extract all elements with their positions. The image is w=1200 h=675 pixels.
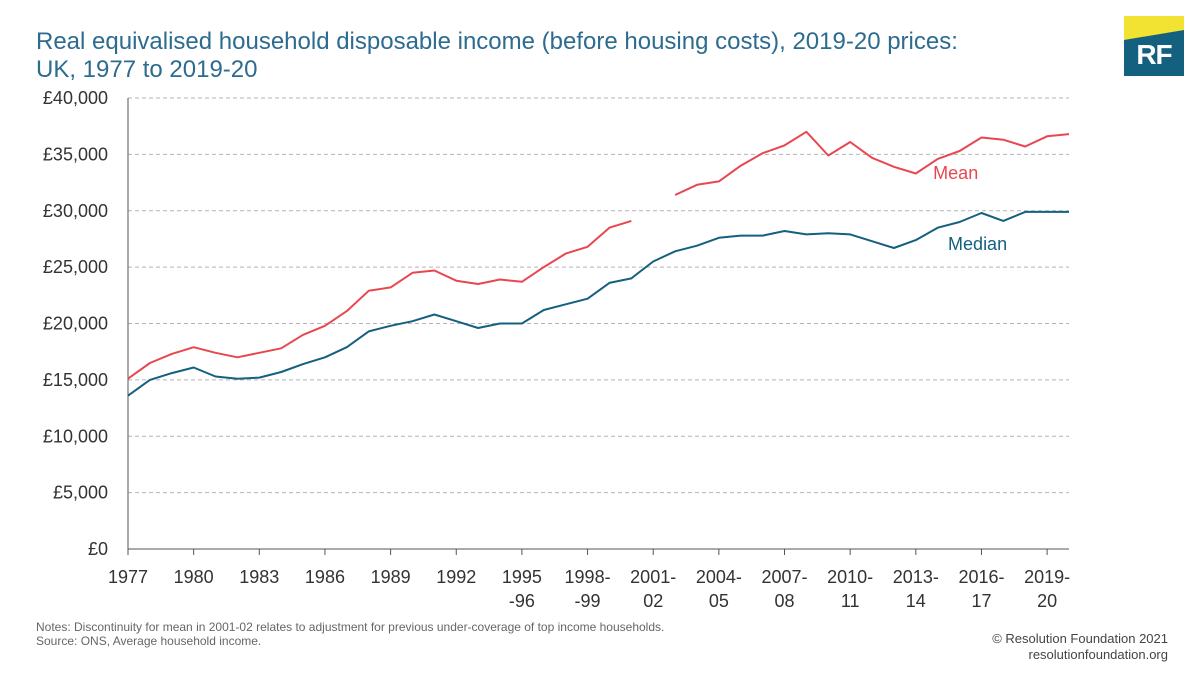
- y-tick-label: £10,000: [43, 426, 108, 446]
- y-tick-label: £30,000: [43, 201, 108, 221]
- x-tick-label: 2007-: [761, 567, 807, 587]
- y-tick-label: £35,000: [43, 144, 108, 164]
- copyright-text: © Resolution Foundation 2021: [992, 631, 1168, 646]
- x-tick-label: 2019-: [1024, 567, 1070, 587]
- x-tick-label: 2001-: [630, 567, 676, 587]
- median-series-line: [127, 210, 1069, 397]
- x-tick-label-line-2: 17: [971, 591, 991, 611]
- median-series-label: Median: [948, 234, 1007, 254]
- y-tick-label: £40,000: [43, 88, 108, 108]
- logo-accent-shape: [1124, 16, 1184, 40]
- y-tick-label: £20,000: [43, 314, 108, 334]
- resolution-foundation-logo: RF: [1124, 16, 1184, 76]
- x-tick-label: 1992: [436, 567, 476, 587]
- mean-series-label: Mean: [933, 163, 978, 183]
- mean-series-line: [127, 219, 632, 380]
- x-tick-label: 1998-: [565, 567, 611, 587]
- x-tick-label: 1983: [239, 567, 279, 587]
- series-lines: [127, 130, 1070, 397]
- x-tick-label-line-2: 14: [906, 591, 926, 611]
- y-tick-label: £25,000: [43, 257, 108, 277]
- x-tick-label: 1995: [502, 567, 542, 587]
- chart-title-line-2: UK, 1977 to 2019-20: [36, 56, 258, 83]
- x-tick-label: 2010-: [827, 567, 873, 587]
- x-tick-label: 1980: [174, 567, 214, 587]
- x-tick-label: 1989: [371, 567, 411, 587]
- x-tick-label-line-2: 11: [841, 591, 860, 611]
- logo-text: RF: [1136, 39, 1172, 70]
- x-tick-label-line-2: 08: [774, 591, 794, 611]
- chart-title-line-1: Real equivalised household disposable in…: [36, 28, 958, 55]
- source-text: Source: ONS, Average household income.: [36, 634, 262, 648]
- notes-text: Notes: Discontinuity for mean in 2001-02…: [36, 620, 665, 634]
- chart-title: Real equivalised household disposable in…: [36, 28, 1056, 84]
- chart-notes: Notes: Discontinuity for mean in 2001-02…: [36, 620, 664, 648]
- credit-block: © Resolution Foundation 2021 resolutionf…: [992, 631, 1168, 663]
- x-tick-label-line-2: 05: [709, 591, 729, 611]
- y-tick-label: £5,000: [53, 483, 108, 503]
- grid-lines: [128, 97, 1069, 494]
- x-tick-label: 2004-: [696, 567, 742, 587]
- x-tick-label: 2013-: [893, 567, 939, 587]
- axes: [127, 98, 1069, 555]
- x-tick-label: 1977: [108, 567, 148, 587]
- x-tick-label: 1986: [305, 567, 345, 587]
- website-text: resolutionfoundation.org: [1028, 647, 1169, 662]
- x-tick-label-line-2: -96: [509, 591, 535, 611]
- tick-labels: £0 £5,000 £10,000 £15,000 £20,000 £25,000 £30,…: [43, 88, 1070, 611]
- y-tick-label: £0: [88, 539, 108, 559]
- y-tick-label: £15,000: [43, 370, 108, 390]
- x-tick-label-line-2: 02: [643, 591, 663, 611]
- x-tick-label: 2016-: [958, 567, 1004, 587]
- x-tick-label-line-2: -99: [575, 591, 601, 611]
- mean-series-line: [674, 130, 1070, 196]
- x-tick-label-line-2: 20: [1037, 591, 1057, 611]
